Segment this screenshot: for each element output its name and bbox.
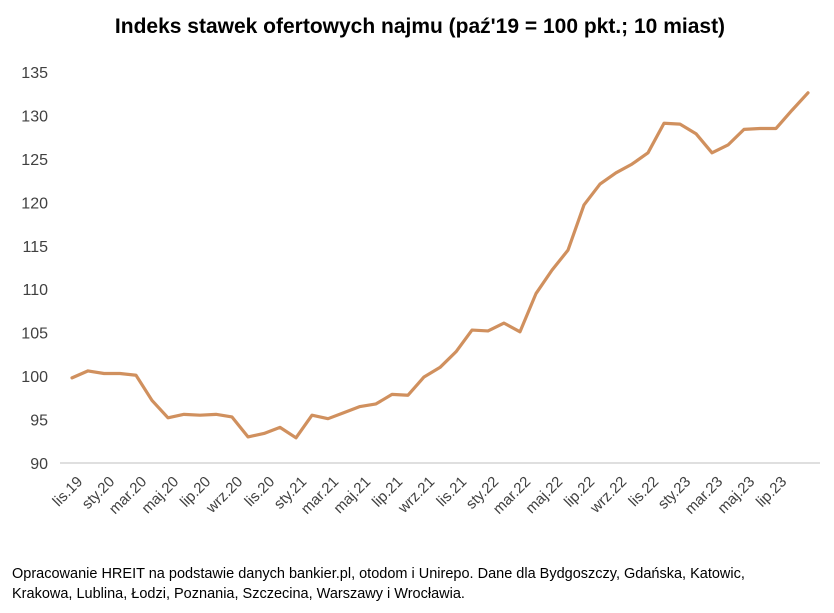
x-tick-label: wrz.21 xyxy=(394,473,438,517)
y-tick-label: 100 xyxy=(21,369,48,386)
x-tick-label: lis.21 xyxy=(433,473,470,510)
x-tick-label: wrz.20 xyxy=(202,473,246,517)
x-tick-label: maj.21 xyxy=(330,473,374,517)
chart: Indeks stawek ofertowych najmu (paź'19 =… xyxy=(21,15,820,518)
y-tick-label: 135 xyxy=(21,65,48,82)
y-tick-label: 130 xyxy=(21,108,48,125)
chart-title: Indeks stawek ofertowych najmu (paź'19 =… xyxy=(115,15,725,38)
y-tick-label: 120 xyxy=(21,195,48,212)
x-tick-label: wrz.22 xyxy=(586,473,630,517)
y-tick-label: 90 xyxy=(30,456,48,473)
x-tick-label: lis.20 xyxy=(241,473,278,510)
y-tick-label: 110 xyxy=(22,282,48,299)
x-tick-label: lis.22 xyxy=(625,473,662,510)
x-tick-label: lip.23 xyxy=(753,473,790,510)
y-tick-label: 105 xyxy=(21,326,48,343)
y-tick-label: 125 xyxy=(21,152,48,169)
source-note: Opracowanie HREIT na podstawie danych ba… xyxy=(12,566,745,602)
x-tick-label: maj.23 xyxy=(714,473,758,517)
x-tick-label: maj.20 xyxy=(138,473,182,517)
y-tick-label: 95 xyxy=(30,413,48,430)
line-series xyxy=(70,91,810,440)
y-tick-label: 115 xyxy=(22,239,48,256)
x-tick-label: maj.22 xyxy=(522,473,566,517)
x-tick-label: lis.19 xyxy=(49,473,86,510)
